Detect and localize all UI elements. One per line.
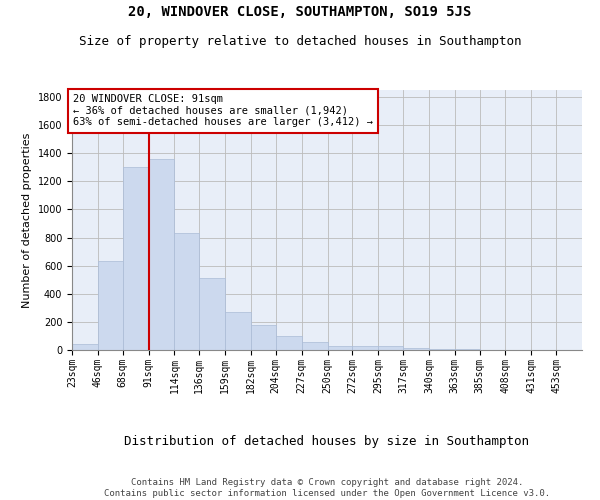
Text: Distribution of detached houses by size in Southampton: Distribution of detached houses by size … [125,435,530,448]
Text: 20 WINDOVER CLOSE: 91sqm
← 36% of detached houses are smaller (1,942)
63% of sem: 20 WINDOVER CLOSE: 91sqm ← 36% of detach… [73,94,373,128]
Bar [276,336,302,350]
Bar [378,346,403,350]
Bar [122,168,149,350]
Y-axis label: Number of detached properties: Number of detached properties [22,132,32,308]
Bar [328,346,352,350]
Bar [175,234,199,350]
Text: Contains HM Land Registry data © Crown copyright and database right 2024.
Contai: Contains HM Land Registry data © Crown c… [104,478,550,498]
Bar [302,342,328,350]
Bar [72,344,98,350]
Bar [225,312,251,350]
Text: Size of property relative to detached houses in Southampton: Size of property relative to detached ho… [79,35,521,48]
Bar [149,159,175,350]
Bar [352,346,378,350]
Bar [403,348,429,350]
Bar [199,278,225,350]
Text: 20, WINDOVER CLOSE, SOUTHAMPTON, SO19 5JS: 20, WINDOVER CLOSE, SOUTHAMPTON, SO19 5J… [128,5,472,19]
Bar [429,348,455,350]
Bar [98,262,122,350]
Bar [251,326,276,350]
